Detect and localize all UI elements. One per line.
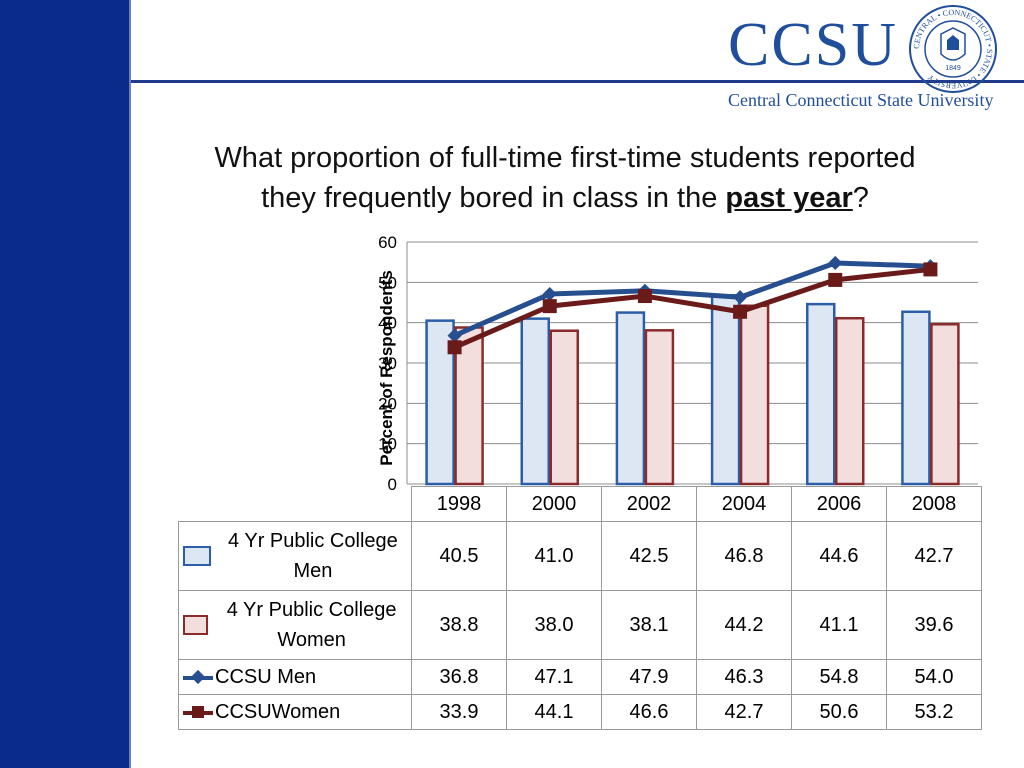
y-tick-label: 20 xyxy=(378,394,397,413)
y-axis-title: Percent of Respondents xyxy=(377,270,396,466)
table-cell: 47.1 xyxy=(506,659,602,695)
title-line-2-prefix: they frequently bored in class in the xyxy=(261,182,726,214)
y-tick-label: 10 xyxy=(378,435,397,454)
legend-entry-public-women: 4 Yr Public College Women xyxy=(178,590,412,660)
table-cell: 44.6 xyxy=(791,521,887,591)
legend-label: CCSUWomen xyxy=(215,700,341,723)
ccsu-men-line xyxy=(453,260,931,338)
table-cell: 53.2 xyxy=(886,694,982,730)
table-row-ccsu-men: CCSU Men 36.8 47.1 47.9 46.3 54.8 54.0 xyxy=(178,659,982,695)
table-cell: 38.8 xyxy=(411,590,507,660)
table-cell: 38.1 xyxy=(601,590,697,660)
chart-data-table: 1998 2000 2002 2004 2006 2008 4 Yr Publi… xyxy=(178,486,982,730)
table-cell: 41.0 xyxy=(506,521,602,591)
table-row-public-men: 4 Yr Public College Men 40.5 41.0 42.5 4… xyxy=(178,521,982,591)
table-row-ccsu-women: CCSUWomen 33.9 44.1 46.6 42.7 50.6 53.2 xyxy=(178,694,982,730)
table-cell: 44.1 xyxy=(506,694,602,730)
ccsu-men-point xyxy=(542,286,557,302)
legend-entry-public-men: 4 Yr Public College Men xyxy=(178,521,412,591)
y-tick-label: 40 xyxy=(378,314,397,333)
table-cell: 42.7 xyxy=(696,694,792,730)
table-cell: 39.6 xyxy=(886,590,982,660)
bar-public-women xyxy=(644,329,675,486)
ccsu-women-point xyxy=(733,304,748,319)
diamond-marker-icon xyxy=(183,669,213,685)
header-divider xyxy=(131,80,1024,83)
ccsu-men-point xyxy=(828,255,843,271)
legend-label: 4 Yr Public College Women xyxy=(226,599,397,651)
y-tick-label: 30 xyxy=(378,354,397,373)
table-cell: 38.0 xyxy=(506,590,602,660)
y-tick-label: 50 xyxy=(378,273,397,292)
title-emphasis: past year xyxy=(725,182,853,214)
year-header: 2004 xyxy=(696,486,792,522)
table-cell: 44.2 xyxy=(696,590,792,660)
public-women-legend-swatch xyxy=(183,615,209,635)
table-cell: 47.9 xyxy=(601,659,697,695)
ccsu-women-line xyxy=(453,266,931,350)
year-header: 2000 xyxy=(506,486,602,522)
title-line-2-suffix: ? xyxy=(852,182,869,214)
year-header: 1998 xyxy=(411,486,507,522)
y-tick-label: 0 xyxy=(388,475,397,494)
public-men-legend-swatch xyxy=(183,546,211,566)
legend-entry-ccsu-women: CCSUWomen xyxy=(178,694,412,730)
combo-chart: 0 10 20 30 40 50 60 Percent of Respondents xyxy=(377,233,978,494)
y-tick-label: 60 xyxy=(378,233,397,252)
square-marker-icon xyxy=(183,704,213,720)
bar-public-men xyxy=(710,293,741,486)
table-cell: 46.8 xyxy=(696,521,792,591)
university-name: Central Connecticut State University xyxy=(728,90,994,110)
table-row-public-women: 4 Yr Public College Women 38.8 38.0 38.1… xyxy=(178,590,982,660)
bar-public-women xyxy=(549,329,579,486)
table-cell: 54.8 xyxy=(791,659,887,695)
ccsu-logo-text: CCSU xyxy=(728,11,898,79)
legend-label: CCSU Men xyxy=(215,665,317,688)
bar-public-men xyxy=(901,310,931,486)
legend-label: 4 Yr Public College Men xyxy=(228,530,398,582)
table-cell: 54.0 xyxy=(886,659,982,695)
table-cell: 42.7 xyxy=(886,521,982,591)
table-cell: 50.6 xyxy=(791,694,887,730)
year-header: 2002 xyxy=(601,486,697,522)
table-cell: 42.5 xyxy=(601,521,697,591)
ccsu-women-point xyxy=(637,289,652,304)
left-decorative-band xyxy=(0,0,131,768)
bar-public-women xyxy=(835,316,865,486)
year-header: 2008 xyxy=(886,486,982,522)
ccsu-men-point xyxy=(447,328,462,343)
legend-entry-ccsu-men: CCSU Men xyxy=(178,659,412,695)
title-line-1: What proportion of full-time first-time … xyxy=(214,142,916,174)
slide-title: What proportion of full-time first-time … xyxy=(140,138,990,218)
bar-public-men xyxy=(806,302,836,486)
bar-public-men xyxy=(520,317,550,486)
table-header-row: 1998 2000 2002 2004 2006 2008 xyxy=(178,486,982,522)
year-header: 2006 xyxy=(791,486,887,522)
table-cell: 46.3 xyxy=(696,659,792,695)
seal-year: 1849 xyxy=(945,65,961,72)
university-seal-icon: CENTRAL • CONNECTICUT • STATE • UNIVERSI… xyxy=(909,5,997,93)
bar-public-women xyxy=(930,323,960,486)
table-cell: 41.1 xyxy=(791,590,887,660)
ccsu-women-point xyxy=(828,272,843,287)
ccsu-women-point xyxy=(923,262,938,277)
table-corner-cell xyxy=(178,486,412,522)
table-cell: 40.5 xyxy=(411,521,507,591)
ccsu-women-point xyxy=(447,340,462,355)
table-cell: 33.9 xyxy=(411,694,507,730)
bar-public-men xyxy=(615,311,646,486)
table-cell: 46.6 xyxy=(601,694,697,730)
ccsu-women-point xyxy=(542,299,557,314)
table-cell: 36.8 xyxy=(411,659,507,695)
bar-public-women xyxy=(739,304,770,486)
